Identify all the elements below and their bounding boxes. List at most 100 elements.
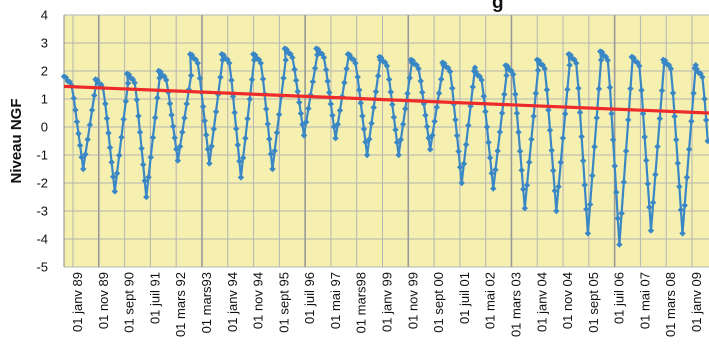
data-point [139,161,147,168]
data-point [237,174,245,181]
data-point [320,54,328,61]
data-point [441,60,448,67]
data-point [578,133,585,140]
data-point [226,59,233,67]
data-point [492,166,499,173]
data-point [455,148,462,155]
data-point [385,76,393,83]
data-point [488,170,495,177]
data-point [330,123,338,130]
data-point [446,68,454,75]
x-tick-label: 01 sept 95 [276,272,291,333]
data-point [681,202,688,209]
data-point [415,65,422,72]
data-point [242,135,249,142]
data-point [683,174,691,181]
data-point [618,210,625,217]
data-point [76,142,84,149]
data-point [154,94,161,102]
data-point [490,185,497,192]
data-point [91,92,98,99]
data-point [84,136,91,143]
y-tick-label: 0 [41,120,48,135]
data-point [327,100,335,108]
data-point [402,105,409,112]
data-point [472,68,480,76]
data-point [701,95,708,103]
data-point [521,205,529,212]
x-tick-label: 01 mars 08 [663,272,678,337]
data-point [324,78,331,85]
data-point [217,74,224,81]
data-point [296,99,303,106]
data-point [173,146,180,153]
data-point [233,125,240,132]
data-point [679,230,686,237]
x-tick-label: 01 mars 03 [508,272,523,337]
data-point [555,183,562,190]
data-point [553,207,560,215]
data-point [419,89,426,96]
data-point [462,141,470,148]
data-point [169,123,177,130]
data-point [149,134,157,141]
x-tick-label: 01 janv 89 [70,272,85,332]
data-point [359,112,366,120]
data-point [449,85,456,92]
data-point [669,89,677,97]
data-point [480,93,488,100]
x-tick-label: 01 janv 94 [225,272,240,332]
data-point [482,108,489,115]
data-point [300,132,308,139]
data-point [546,127,554,134]
data-point [183,100,190,108]
data-point [239,154,247,162]
data-point [658,87,666,94]
data-point [420,100,428,107]
y-tick-label: -5 [36,260,48,275]
x-tick-label: 01 sept 05 [586,272,601,333]
y-tick-label: -3 [36,204,48,219]
data-point [357,99,364,107]
data-point [151,114,159,121]
data-point [72,106,79,114]
data-point [275,111,283,118]
data-point [212,108,220,115]
data-point [370,104,377,111]
y-axis-label: Niveau NGF [8,98,25,183]
data-point [120,116,127,123]
data-point [248,76,256,83]
data-point [264,120,271,128]
data-point [362,138,369,146]
data-point [201,117,208,124]
data-point [262,105,270,113]
y-tick-label: 1 [41,92,48,107]
x-tick-label: 01 nov 89 [96,272,111,329]
data-point [627,85,634,92]
data-point [303,118,310,126]
data-point [579,157,587,164]
x-tick-label: 01 mars98 [354,272,369,333]
data-point [145,173,152,181]
data-point [559,134,567,142]
data-point [584,230,592,237]
data-point [639,110,647,117]
data-point [575,85,582,92]
data-point [136,129,144,136]
data-point [108,159,115,166]
data-point [630,54,637,62]
x-tick-label: 01 mai 02 [483,272,498,329]
data-point [566,61,573,69]
data-point [287,50,294,58]
data-point [203,131,210,139]
data-point [602,53,610,60]
x-tick-label: 01 mai 07 [637,272,652,329]
data-point [561,110,569,117]
data-point [78,154,85,161]
data-point [513,110,521,117]
data-point [539,61,546,69]
data-point [343,65,350,72]
y-axis: 4 3 2 1 0 -1 -2 -3 -4 -5 [36,8,48,275]
data-point [520,186,527,193]
data-point [654,143,661,150]
